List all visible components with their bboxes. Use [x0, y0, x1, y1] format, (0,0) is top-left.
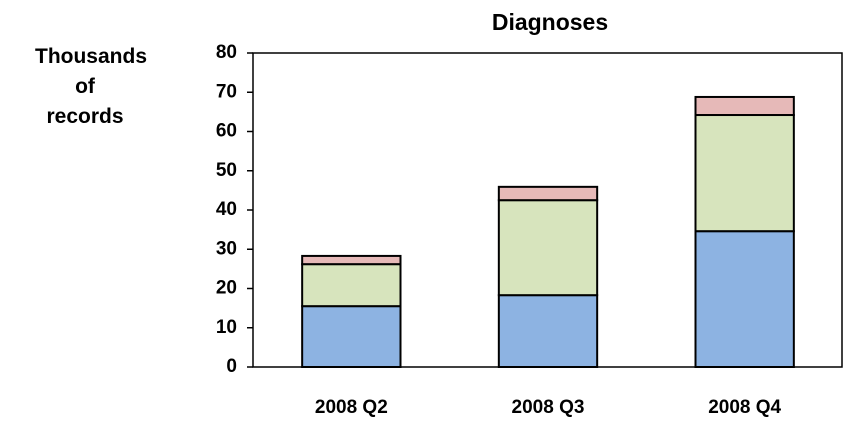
x-tick-label: 2008 Q2	[315, 397, 388, 418]
chart-title: Diagnoses	[492, 9, 608, 35]
bar-segment	[694, 114, 795, 233]
bar-segment	[694, 230, 795, 368]
x-tick-label: 2008 Q3	[512, 397, 585, 418]
x-tick-label: 2008 Q4	[708, 397, 781, 418]
y-tick-label: 70	[216, 81, 237, 102]
bar-segment	[497, 294, 599, 368]
y-tick-label: 80	[216, 42, 237, 63]
y-tick-label: 30	[216, 238, 237, 259]
y-tick-label: 10	[216, 317, 237, 338]
bar-segment	[301, 254, 402, 266]
y-axis-label: Thousands of records	[35, 45, 148, 128]
y-tick-label: 60	[216, 121, 237, 142]
bar-segment	[301, 263, 402, 308]
y-tick-label: 0	[226, 356, 237, 377]
bar-segment	[497, 199, 599, 297]
bar-segment	[301, 305, 402, 369]
bar-segment	[694, 95, 795, 117]
y-tick-label: 40	[216, 199, 237, 220]
y-tick-label: 50	[216, 160, 237, 181]
y-tick-label: 20	[216, 278, 237, 299]
bar-segment	[497, 185, 599, 202]
